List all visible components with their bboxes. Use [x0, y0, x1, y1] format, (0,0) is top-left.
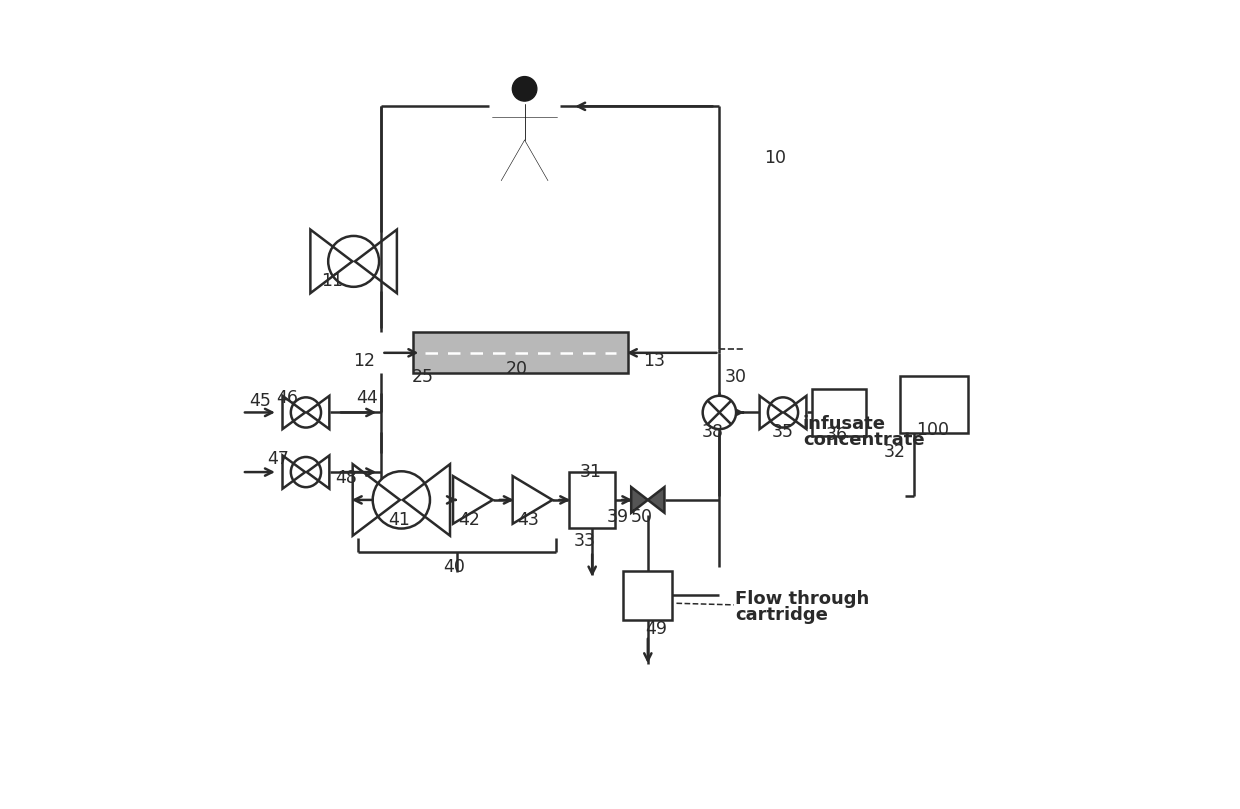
- Text: 31: 31: [579, 463, 601, 481]
- Bar: [812, 389, 866, 435]
- Circle shape: [291, 457, 321, 487]
- Text: 33: 33: [573, 532, 595, 550]
- Polygon shape: [647, 487, 665, 513]
- Text: 100: 100: [916, 421, 949, 439]
- Text: 49: 49: [645, 620, 667, 637]
- Text: 32: 32: [883, 443, 905, 461]
- Bar: [900, 376, 968, 433]
- Text: 10: 10: [764, 149, 786, 167]
- Text: 48: 48: [335, 468, 357, 487]
- Text: 43: 43: [517, 510, 539, 529]
- Text: 39: 39: [606, 508, 629, 527]
- Text: 42: 42: [458, 510, 480, 529]
- Text: 41: 41: [388, 510, 410, 529]
- Text: 46: 46: [277, 389, 299, 407]
- Text: 13: 13: [644, 352, 665, 370]
- Text: 47: 47: [267, 450, 289, 468]
- Circle shape: [291, 397, 321, 428]
- Text: 12: 12: [353, 352, 374, 370]
- Bar: [413, 332, 627, 374]
- Polygon shape: [631, 487, 647, 513]
- Text: 44: 44: [356, 389, 378, 407]
- Circle shape: [703, 396, 737, 429]
- Circle shape: [768, 397, 799, 428]
- Text: concentrate: concentrate: [802, 431, 925, 449]
- Circle shape: [373, 472, 430, 528]
- Text: 20: 20: [506, 360, 528, 378]
- Text: 45: 45: [249, 392, 272, 409]
- Circle shape: [512, 77, 537, 101]
- Bar: [569, 472, 615, 527]
- Text: 25: 25: [412, 367, 434, 386]
- Text: 36: 36: [825, 426, 847, 443]
- Text: 11: 11: [321, 273, 343, 290]
- Text: 35: 35: [773, 423, 794, 442]
- Text: 38: 38: [702, 423, 724, 442]
- Text: 40: 40: [444, 558, 465, 577]
- Circle shape: [329, 236, 379, 287]
- Text: cartridge: cartridge: [735, 606, 828, 625]
- Text: 50: 50: [630, 508, 652, 527]
- Bar: [624, 570, 672, 620]
- Text: 30: 30: [724, 367, 746, 386]
- Text: Flow through: Flow through: [735, 591, 869, 608]
- Text: infusate: infusate: [802, 415, 885, 434]
